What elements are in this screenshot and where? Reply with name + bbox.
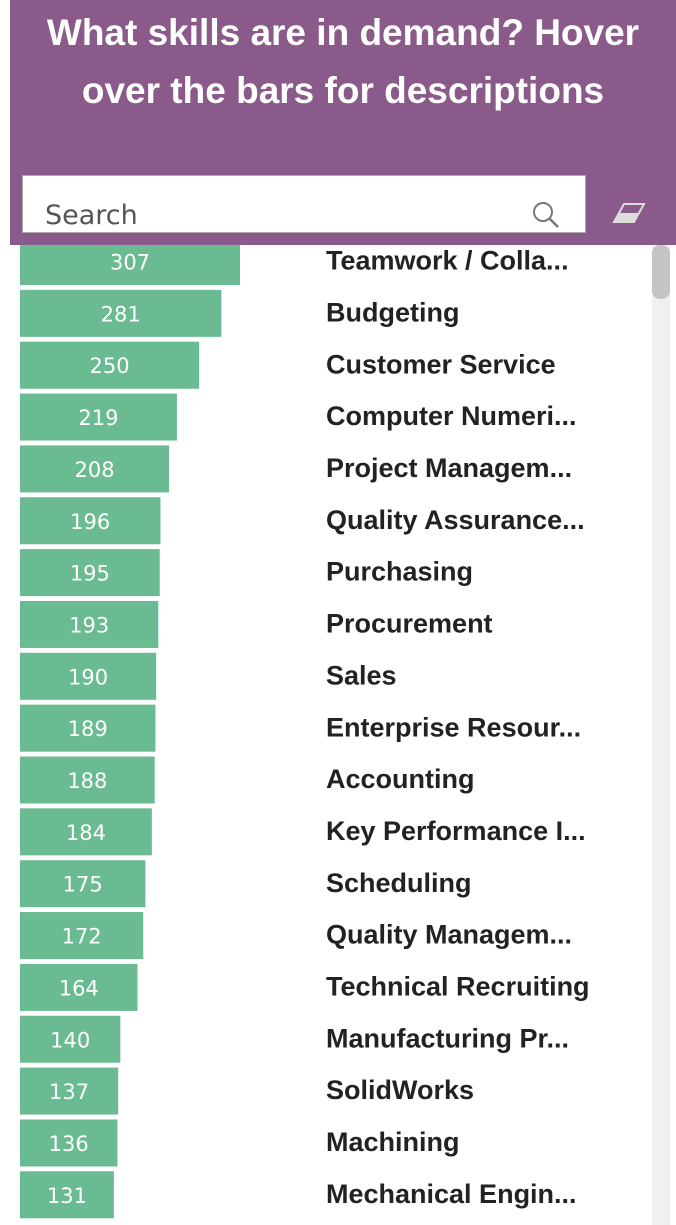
value-label: 281 [101, 302, 141, 326]
bar [20, 1119, 118, 1167]
category-label: Customer Service [326, 349, 556, 379]
value-label: 184 [66, 821, 106, 845]
bar [20, 652, 157, 700]
title: What skills are in demand? Hover over th… [46, 12, 640, 111]
value-label: 188 [67, 769, 107, 793]
value-label: 131 [47, 1184, 87, 1208]
bar [20, 1015, 121, 1063]
bar [20, 393, 177, 441]
bar [20, 756, 155, 804]
bar [20, 445, 170, 493]
search-placeholder: Search [45, 200, 138, 231]
category-label: Scheduling [326, 868, 472, 898]
bar [20, 704, 156, 752]
search-icon[interactable] [531, 200, 561, 230]
category-label: Mechanical Engin... [326, 1179, 577, 1209]
category-label: Sales [326, 660, 397, 690]
category-label: SolidWorks [326, 1075, 474, 1105]
bar [20, 1067, 119, 1115]
bar [20, 860, 146, 908]
value-label: 307 [110, 251, 150, 275]
value-label: 189 [68, 717, 108, 741]
scroll-thumb[interactable] [652, 245, 670, 299]
category-label: Computer Numeri... [326, 401, 577, 431]
category-label: Key Performance I... [326, 816, 586, 846]
bar [20, 912, 144, 960]
category-label: Purchasing [326, 557, 473, 587]
category-label: Quality Managem... [326, 920, 572, 950]
search-box[interactable]: Search [22, 175, 586, 233]
scroll-track [652, 245, 670, 1225]
header: What skills are in demand? Hover over th… [10, 0, 676, 245]
bar [20, 963, 138, 1011]
bar [20, 1171, 114, 1219]
category-label: Machining [326, 1127, 460, 1157]
value-label: 208 [74, 458, 114, 482]
value-label: 219 [78, 406, 118, 430]
value-label: 250 [90, 354, 130, 378]
bar [20, 341, 200, 389]
category-label: Procurement [326, 609, 493, 639]
category-label: Budgeting [326, 297, 459, 327]
category-label: Teamwork / Colla... [326, 246, 569, 276]
bar [20, 600, 159, 648]
bar [20, 808, 152, 856]
category-label: Manufacturing Pr... [326, 1023, 569, 1053]
value-label: 190 [68, 665, 108, 689]
value-label: 195 [70, 562, 110, 586]
value-label: 175 [63, 873, 103, 897]
value-label: 172 [62, 925, 102, 949]
value-label: 140 [50, 1028, 90, 1052]
bar [20, 497, 161, 545]
bar [20, 289, 222, 337]
category-label: Enterprise Resour... [326, 712, 581, 742]
category-label: Technical Recruiting [326, 972, 590, 1002]
category-label: Quality Assurance... [326, 505, 585, 535]
value-label: 137 [49, 1080, 89, 1104]
category-label: Accounting [326, 764, 475, 794]
bar [20, 549, 160, 597]
bar [20, 238, 240, 285]
value-label: 136 [49, 1132, 89, 1156]
value-label: 196 [70, 510, 110, 534]
eraser-icon[interactable] [610, 198, 650, 228]
value-label: 164 [59, 976, 99, 1000]
category-label: Project Managem... [326, 453, 572, 483]
value-label: 193 [69, 613, 109, 637]
